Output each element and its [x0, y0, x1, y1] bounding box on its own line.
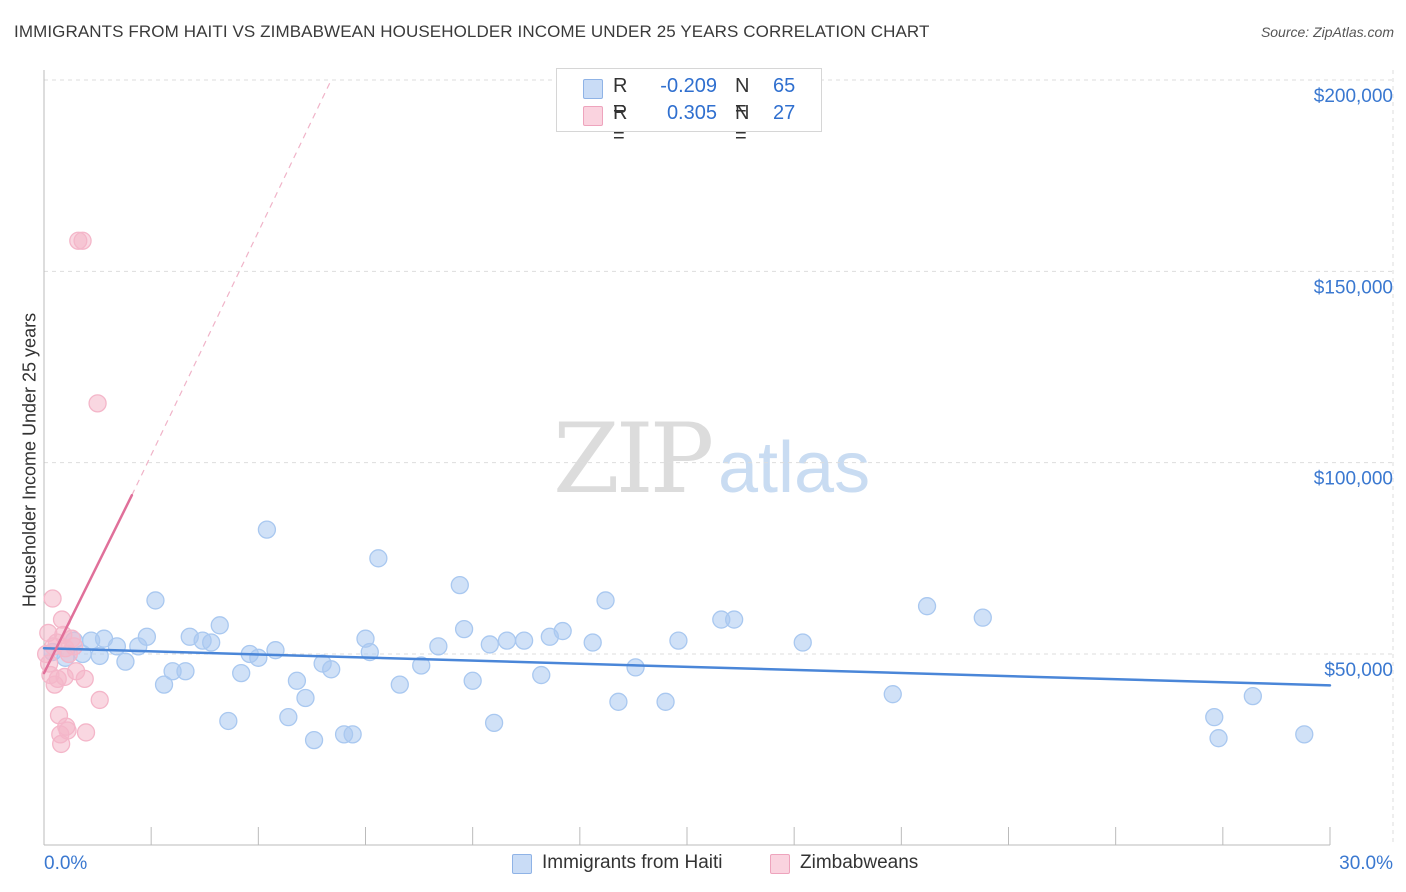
- haiti-point: [450, 575, 469, 595]
- legend-label-zimbabwe: Zimbabweans: [800, 852, 919, 873]
- haiti-point: [137, 627, 157, 646]
- haiti-point: [210, 616, 229, 635]
- haiti-point: [454, 619, 474, 639]
- r-value: 0.305: [666, 102, 717, 124]
- haiti-point: [116, 652, 135, 671]
- haiti-point: [219, 711, 238, 731]
- haiti-point: [257, 520, 277, 539]
- y-tick-label: $200,000: [1314, 86, 1393, 107]
- r-label: R =: [613, 102, 628, 147]
- haiti-trend-line: [42, 647, 1332, 687]
- zimbabwe-point: [76, 723, 96, 742]
- y-tick-label: $150,000: [1314, 277, 1393, 298]
- legend-swatch-zimbabwe: [770, 854, 790, 874]
- y-tick-label: $50,000: [1324, 660, 1393, 681]
- y-axis-label: Householder Income Under 25 years: [19, 312, 40, 608]
- haiti-point: [296, 688, 315, 708]
- haiti-point: [1295, 725, 1314, 744]
- legend-label-haiti: Immigrants from Haiti: [542, 852, 723, 873]
- haiti-point: [90, 646, 109, 666]
- haiti-point: [583, 633, 602, 652]
- haiti-point: [793, 633, 812, 652]
- y-tick-label: $100,000: [1314, 469, 1393, 490]
- haiti-point: [176, 662, 195, 681]
- zimbabwe-trend-extension: [131, 79, 332, 496]
- haiti-point: [973, 608, 992, 627]
- zimbabwe-point: [58, 721, 77, 740]
- haiti-point: [596, 591, 615, 610]
- haiti-point: [232, 663, 251, 683]
- chart-title: IMMIGRANTS FROM HAITI VS ZIMBABWEAN HOUS…: [14, 22, 930, 41]
- haiti-point: [1243, 686, 1262, 706]
- n-value: 65: [773, 75, 796, 97]
- haiti-point: [463, 671, 482, 690]
- haiti-point: [146, 591, 165, 610]
- haiti-point: [532, 665, 551, 685]
- haiti-point: [322, 660, 341, 679]
- haiti-point: [369, 549, 388, 568]
- haiti-point: [154, 675, 174, 694]
- stats-box: R = -0.209 N = 65 R = 0.305 N = 27: [556, 68, 822, 147]
- n-value: 27: [773, 102, 796, 124]
- zimbabwe-point: [64, 637, 84, 656]
- haiti-point: [202, 633, 221, 652]
- zimbabwe-trend-line: [42, 493, 134, 675]
- haiti-point: [279, 707, 298, 727]
- zimbabwe-point: [43, 589, 62, 608]
- legend-swatch-haiti: [512, 854, 532, 874]
- n-label: N =: [735, 75, 750, 120]
- haiti-point: [1209, 729, 1228, 748]
- watermark-zip: ZIP: [553, 403, 712, 515]
- haiti-point: [626, 658, 645, 677]
- haiti-point: [725, 610, 744, 629]
- haiti-point: [412, 656, 431, 675]
- haiti-swatch: [583, 79, 603, 99]
- haiti-point: [609, 692, 628, 711]
- r-value: -0.209: [660, 75, 717, 97]
- zimbabwe-point: [88, 394, 107, 413]
- haiti-point: [343, 725, 362, 744]
- haiti-point: [497, 631, 517, 650]
- haiti-point: [917, 597, 937, 616]
- haiti-point: [484, 713, 504, 733]
- n-label: N =: [735, 102, 750, 147]
- zimbabwe-swatch: [583, 106, 603, 126]
- haiti-point: [656, 692, 675, 711]
- x-tick-label: 0.0%: [44, 853, 87, 874]
- haiti-point: [249, 648, 268, 667]
- haiti-point: [514, 631, 534, 650]
- haiti-point: [390, 675, 409, 694]
- haiti-point: [669, 631, 688, 650]
- zimbabwe-point: [73, 231, 92, 250]
- haiti-point: [480, 635, 499, 654]
- haiti-point: [553, 621, 572, 641]
- haiti-point: [429, 637, 448, 656]
- zimbabwe-point: [90, 690, 109, 710]
- haiti-point: [883, 685, 902, 704]
- r-label: R =: [613, 75, 628, 120]
- haiti-point: [304, 730, 324, 750]
- haiti-point: [107, 637, 127, 656]
- haiti-point: [1205, 707, 1224, 727]
- watermark-atlas: atlas: [718, 428, 870, 508]
- source-credit: Source: ZipAtlas.com: [1260, 24, 1394, 40]
- haiti-point: [287, 671, 307, 690]
- x-tick-label: 30.0%: [1339, 853, 1393, 874]
- zimbabwe-point: [75, 669, 94, 689]
